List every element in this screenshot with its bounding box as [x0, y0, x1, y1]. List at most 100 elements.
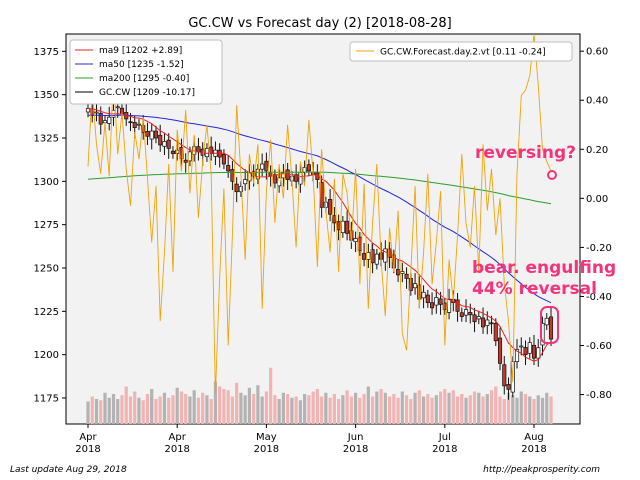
footer-right: http://peakprosperity.com: [483, 465, 600, 475]
annotation-reversing-marker: [547, 170, 557, 180]
candle-body: [345, 220, 350, 234]
volume-bar: [332, 394, 336, 424]
legend-label: ma200 [1295 -0.40]: [99, 74, 189, 84]
volume-bar: [438, 391, 443, 424]
volume-bar: [328, 397, 332, 424]
candle-body: [128, 121, 133, 124]
candle-body: [463, 309, 469, 316]
volume-bar: [303, 394, 307, 424]
volume-bar: [120, 395, 124, 424]
candle-body: [425, 294, 430, 304]
candle-body: [294, 174, 299, 182]
y-right-tick-label: -0.80: [586, 390, 612, 401]
volume-bar: [540, 397, 545, 424]
volume-bar: [222, 389, 226, 424]
legend-right-box: [349, 41, 573, 62]
y-left-tick-label: 1300: [34, 177, 59, 188]
volume-bar: [354, 392, 358, 424]
volume-bar: [417, 390, 421, 424]
candle-body: [472, 314, 477, 323]
chart-title: GC.CW vs Forecast day (2) [2018-08-28]: [188, 16, 451, 31]
volume-bar: [375, 391, 379, 424]
volume-bar: [311, 391, 315, 424]
candle-body: [455, 299, 460, 312]
candle-body: [260, 163, 265, 170]
volume-bar: [358, 397, 362, 424]
volume-bar: [286, 394, 290, 424]
series-line-ma200: [87, 171, 552, 205]
footer-left: Last update Aug 29, 2018: [10, 465, 127, 475]
volume-bar: [460, 394, 464, 424]
candle-body: [187, 151, 192, 162]
volume-bar: [264, 391, 269, 424]
y-right-tick-label: -0.20: [586, 243, 612, 254]
candle-body: [234, 183, 239, 193]
candle-body: [221, 153, 226, 165]
y-left-tick-label: 1350: [34, 90, 59, 101]
y-left-tick-label: 1275: [34, 220, 59, 231]
candle-body: [94, 111, 99, 114]
left-axis: 1175 1200 1225 1250 1275 1300 1325 1350 1375: [34, 47, 66, 405]
volume-bar: [124, 386, 128, 424]
volume-bar: [400, 391, 404, 424]
candle-body: [332, 215, 337, 224]
volume-bar: [252, 394, 256, 424]
x-tick-label: Apr 2018: [75, 432, 100, 455]
volume-bar: [213, 381, 218, 424]
candle-body: [383, 248, 388, 263]
volume-bar: [477, 392, 481, 424]
volume-bar: [447, 392, 451, 424]
candle-body: [489, 322, 494, 325]
annotation-highlight-box: [540, 306, 559, 344]
candle-body: [340, 220, 345, 233]
legend-label: GC.CW [1209 -10.17]: [99, 88, 195, 98]
annotation-reversal-pct: 44% reversal: [472, 279, 597, 299]
candle-body: [145, 131, 150, 137]
candle-body: [531, 344, 537, 359]
volume-bar: [362, 394, 366, 424]
candle-body: [476, 316, 481, 320]
candle-body: [480, 317, 486, 328]
candle-body: [519, 345, 524, 348]
volume-bar: [387, 396, 392, 424]
volume-bar: [383, 392, 387, 424]
volume-bar: [294, 396, 298, 424]
volume-bar: [443, 389, 447, 424]
legend-label: ma50 [1235 -1.52]: [99, 60, 184, 70]
volume-bar: [426, 394, 430, 424]
volume-bar: [218, 386, 222, 424]
candle-body: [353, 238, 358, 243]
legend-right: GC.CW.Forecast.day.2.vt [0.11 -0.24]: [349, 41, 573, 62]
series-line-ma50: [88, 114, 552, 304]
volume-bar: [494, 386, 498, 424]
y-right-tick-label: 0.20: [586, 145, 608, 156]
volume-bar: [247, 387, 252, 424]
volume-bar: [506, 392, 511, 424]
volume-bar: [260, 396, 264, 424]
volume-bar: [86, 401, 90, 424]
series-line-ma9: [87, 108, 552, 362]
annotation-bear-engulfing: bear. engulfing: [472, 258, 616, 278]
volume-bar: [468, 395, 472, 424]
candle-body: [243, 179, 248, 185]
volume-bars: [86, 367, 553, 424]
legend-left: ma9 [1202 +2.89] ma50 [1235 -1.52] ma200 […: [69, 39, 223, 105]
legend-label: ma9 [1202 +2.89]: [99, 46, 182, 56]
y-right-tick-label: 0.60: [586, 47, 608, 58]
volume-bar: [455, 396, 460, 424]
volume-bar: [511, 395, 515, 424]
volume-bar: [179, 391, 184, 424]
candle-body: [209, 146, 214, 154]
candle-body: [434, 297, 439, 306]
y-left-tick-label: 1225: [34, 307, 59, 318]
candle-body: [98, 113, 103, 125]
candle-body: [544, 317, 549, 326]
candle-body: [149, 130, 154, 140]
volume-bar: [298, 400, 302, 424]
candle-body: [132, 122, 137, 128]
volume-bar: [90, 396, 94, 424]
volume-bar: [277, 399, 281, 424]
volume-bar: [481, 396, 485, 424]
y-right-tick-label: -0.60: [586, 341, 612, 352]
volume-bar: [141, 400, 145, 424]
